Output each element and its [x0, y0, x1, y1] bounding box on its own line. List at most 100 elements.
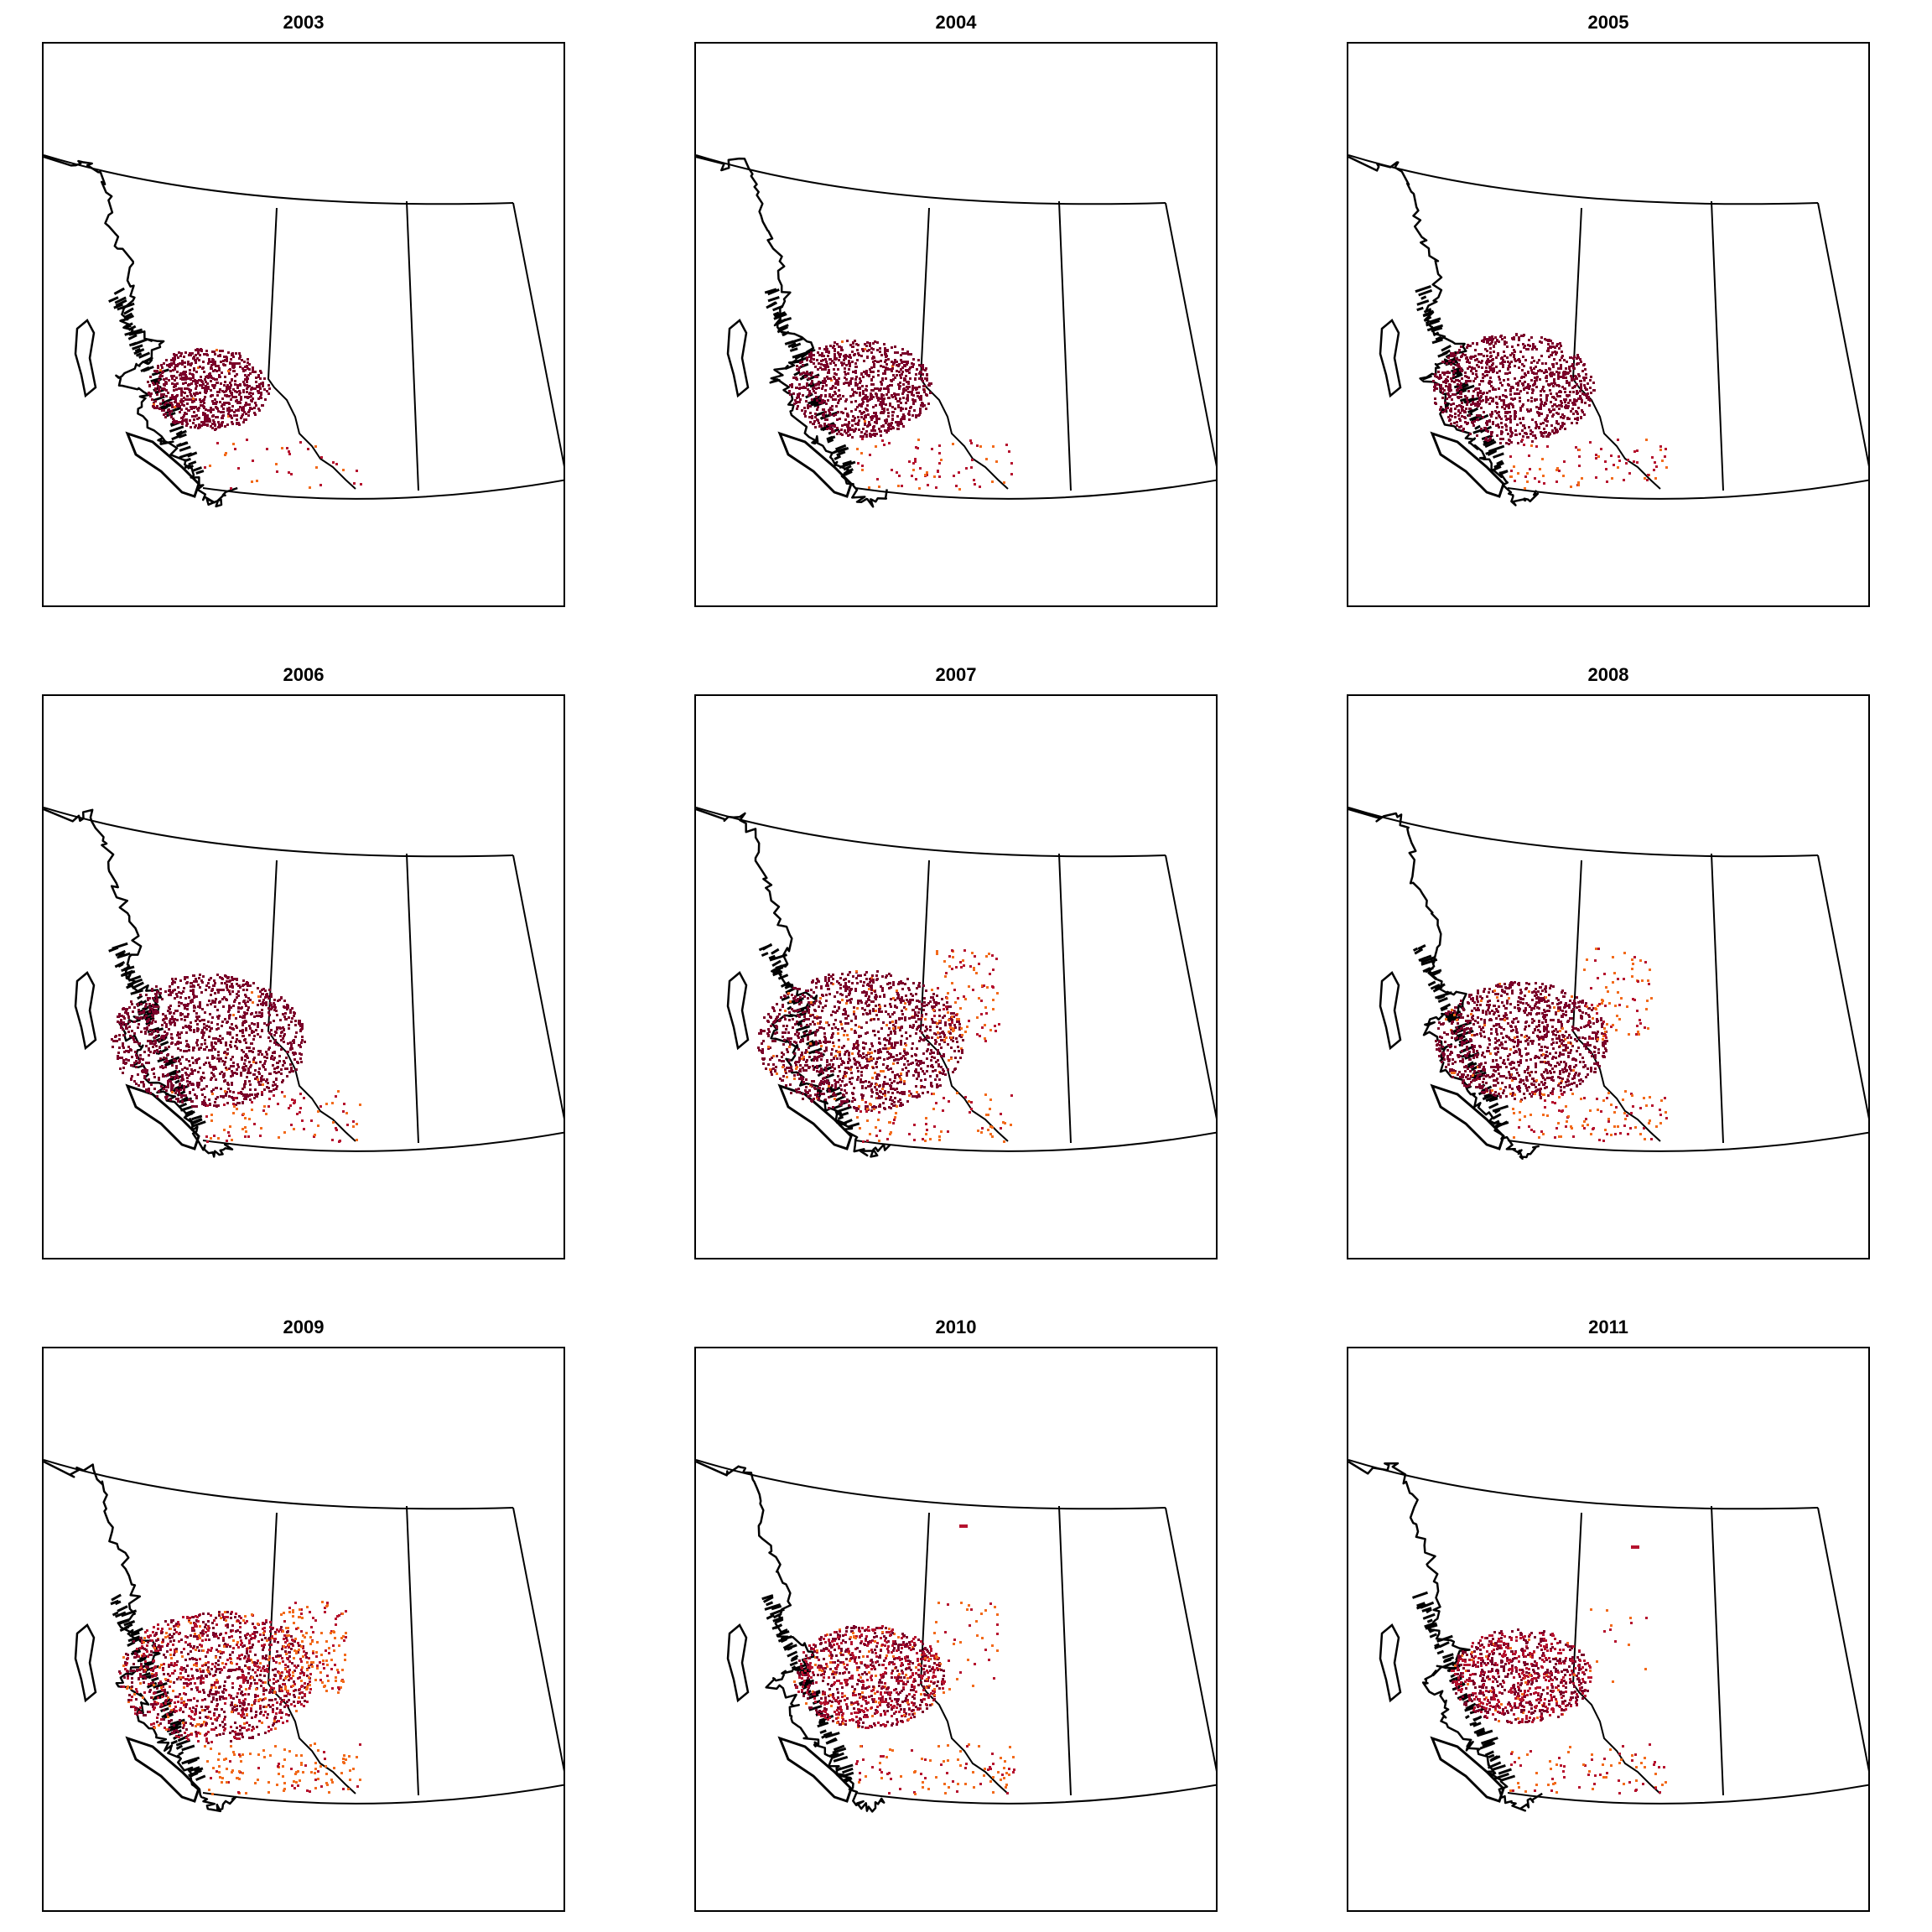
- fjord: [771, 948, 780, 955]
- outbreak-cell: [835, 373, 838, 376]
- outbreak-cell: [179, 979, 182, 982]
- outbreak-cell: [203, 1063, 205, 1066]
- outbreak-cell-scattered: [917, 447, 919, 449]
- outbreak-cell: [866, 341, 869, 344]
- outbreak-cell-scattered: [210, 1114, 213, 1116]
- outbreak-cell: [1550, 382, 1553, 385]
- outbreak-cell: [854, 371, 857, 374]
- outbreak-cell: [229, 414, 231, 417]
- fjord: [827, 439, 834, 444]
- outbreak-cell: [892, 363, 895, 366]
- outbreak-cell: [1576, 392, 1579, 394]
- outbreak-cell: [807, 404, 809, 407]
- coastline: [696, 155, 888, 508]
- outbreak-cell: [794, 399, 797, 402]
- outbreak-cell: [299, 1046, 302, 1048]
- outbreak-cell: [246, 989, 248, 991]
- outbreak-cell-scattered: [288, 471, 290, 474]
- outbreak-cell: [1557, 384, 1560, 387]
- outbreak-cell: [1511, 403, 1514, 406]
- outbreak-cell: [1560, 400, 1562, 402]
- outbreak-cell: [1534, 382, 1536, 385]
- outbreak-cell: [290, 1068, 293, 1071]
- outbreak-cell: [172, 1084, 174, 1087]
- outbreak-cell: [239, 366, 242, 368]
- vancouver-island: [777, 1083, 853, 1150]
- outbreak-cell: [212, 1046, 215, 1048]
- outbreak-cell: [814, 413, 817, 415]
- outbreak-cell: [1498, 370, 1501, 372]
- outbreak-cell: [795, 402, 797, 404]
- outbreak-cell: [146, 1026, 148, 1029]
- outbreak-cell: [171, 377, 174, 380]
- outbreak-cell: [1556, 343, 1559, 345]
- outbreak-cell: [291, 1007, 293, 1010]
- outbreak-cell: [1506, 356, 1509, 359]
- outbreak-cell: [1580, 387, 1582, 390]
- outbreak-cell: [163, 1057, 165, 1059]
- outbreak-cell: [1546, 394, 1549, 397]
- outbreak-cell: [1504, 412, 1507, 414]
- outbreak-cell: [901, 982, 904, 984]
- outbreak-cell: [226, 1052, 229, 1055]
- outbreak-cell: [171, 404, 174, 407]
- outbreak-cell: [1535, 423, 1538, 426]
- outbreak-cell: [216, 370, 218, 372]
- outbreak-cell-scattered: [293, 1099, 296, 1102]
- outbreak-cell: [1522, 335, 1524, 337]
- outbreak-cell: [818, 402, 821, 404]
- outbreak-cell: [1559, 428, 1561, 430]
- outbreak-cell: [245, 1065, 247, 1067]
- outbreak-cell-scattered: [1578, 449, 1581, 451]
- outbreak-cell: [200, 350, 203, 352]
- outbreak-cell: [866, 425, 869, 428]
- outbreak-cell: [229, 382, 231, 384]
- outbreak-cell: [1547, 435, 1550, 438]
- outbreak-cell: [798, 1015, 801, 1018]
- outbreak-cell: [881, 379, 884, 382]
- outbreak-cell: [219, 355, 221, 357]
- outbreak-cell: [831, 405, 834, 408]
- outbreak-cell: [128, 1026, 131, 1028]
- outbreak-cell: [913, 387, 916, 389]
- outbreak-cell: [206, 375, 209, 377]
- outbreak-cell: [236, 414, 238, 417]
- outbreak-cell: [911, 387, 914, 389]
- outbreak-cell: [845, 423, 848, 426]
- outbreak-cell: [889, 368, 891, 371]
- fjord: [793, 371, 801, 377]
- outbreak-cell: [261, 1009, 263, 1011]
- outbreak-cell: [270, 1004, 273, 1006]
- outbreak-cell: [172, 980, 174, 983]
- outbreak-cell: [1589, 387, 1592, 389]
- outbreak-cell: [816, 1015, 818, 1018]
- coastline: [696, 808, 891, 1158]
- outbreak-cell: [226, 386, 228, 388]
- outbreak-cell: [231, 421, 233, 423]
- outbreak-cell: [1555, 371, 1558, 373]
- outbreak-cell: [134, 1051, 137, 1053]
- outbreak-cell: [897, 1058, 900, 1061]
- outbreak-cell: [843, 355, 845, 357]
- outbreak-cell: [890, 1031, 892, 1033]
- fjord: [176, 429, 187, 437]
- outbreak-cell: [840, 349, 843, 351]
- outbreak-cell-scattered: [869, 454, 871, 456]
- outbreak-cell: [178, 1001, 180, 1004]
- outbreak-cell: [213, 361, 216, 363]
- outbreak-cell: [267, 1082, 269, 1084]
- outbreak-cell: [905, 402, 907, 404]
- outbreak-cell-scattered: [860, 452, 863, 454]
- outbreak-cell: [280, 1048, 283, 1051]
- outbreak-cell: [880, 387, 882, 390]
- outbreak-cell: [231, 1074, 234, 1077]
- outbreak-cell: [184, 419, 187, 422]
- outbreak-cell: [173, 396, 175, 398]
- outbreak-cell: [847, 382, 849, 384]
- outbreak-cell: [257, 987, 259, 989]
- outbreak-cell: [885, 377, 887, 380]
- outbreak-cell: [176, 365, 179, 367]
- outbreak-cell: [1589, 379, 1592, 382]
- outbreak-cell: [805, 1091, 808, 1093]
- outbreak-cell: [181, 1077, 184, 1079]
